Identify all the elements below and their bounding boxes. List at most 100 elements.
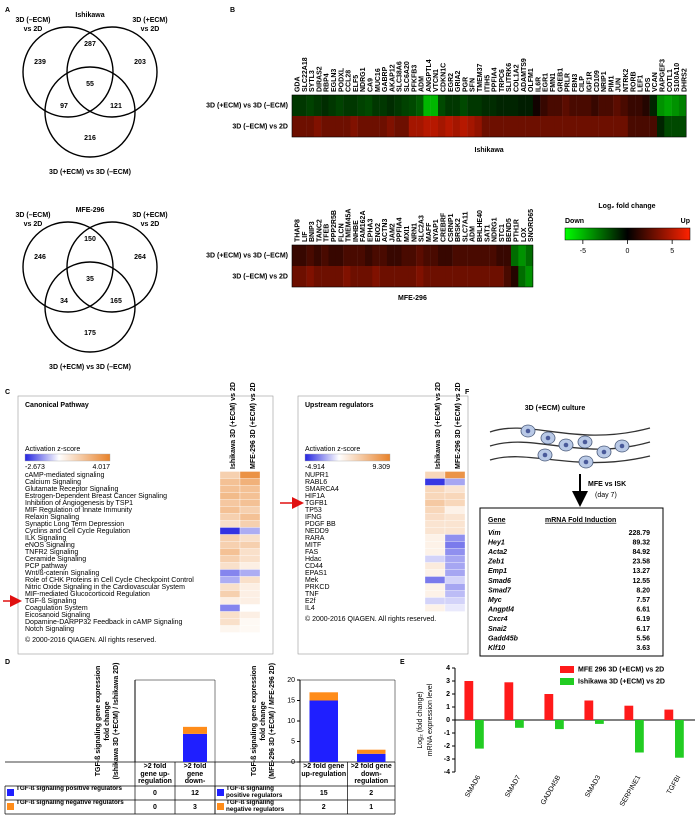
gene-label: EGR1 xyxy=(543,73,550,92)
pathway-cell xyxy=(239,555,261,563)
gene-label: SLC2A3 xyxy=(419,215,426,242)
pathway-cell xyxy=(239,611,261,619)
heatmap-frame xyxy=(291,244,534,288)
bar-segment xyxy=(357,753,386,762)
panel-letter: B xyxy=(230,7,235,14)
heatmap-cell xyxy=(489,245,497,266)
heatmap-cell xyxy=(379,95,388,116)
heatmap-cell xyxy=(503,95,512,116)
pathway-cell xyxy=(239,541,261,549)
bar xyxy=(584,700,594,720)
heatmap-cell xyxy=(401,95,409,116)
gene-label: ADM xyxy=(470,226,477,242)
y-axis-label: fold change xyxy=(260,701,267,740)
gene-name: Gadd45b xyxy=(488,635,519,642)
pathway-cell xyxy=(219,611,241,619)
heatmap-cell xyxy=(328,266,336,287)
pathway-cell xyxy=(239,520,261,528)
venn-count: 150 xyxy=(84,236,96,243)
gene-label: PFKFB3 xyxy=(411,65,418,92)
bar-segment xyxy=(357,749,386,754)
category-label: >2 fold gene down-regulation xyxy=(350,763,392,786)
heatmap-cell xyxy=(350,266,358,287)
category-label-box: >2 fold gene up-regulation xyxy=(301,763,346,778)
category-label-box: >2 fold gene down-regulation xyxy=(350,763,392,786)
gene-label: FMN1 xyxy=(550,73,557,92)
heatmap-cell xyxy=(605,116,614,137)
venn-set-label: 3D (+ECM) xyxy=(132,212,167,219)
pathway-cell xyxy=(424,534,446,542)
pathway-cell xyxy=(219,534,241,542)
fold-induction: 3.63 xyxy=(636,645,650,652)
gene-label: RAPGEF3 xyxy=(659,59,666,92)
heatmap-cell xyxy=(416,116,424,137)
pathway-cell xyxy=(219,478,241,486)
legend-label-box: TGF-ß signaling positive regulators xyxy=(226,786,282,799)
scale-title: Activation z-score xyxy=(305,446,360,453)
pathway-cell xyxy=(424,555,446,563)
heatmap-cell xyxy=(627,95,636,116)
comparison: MFE vs ISK xyxy=(588,481,626,488)
heatmap-cell xyxy=(365,95,373,116)
venn-count: 175 xyxy=(84,330,96,337)
heatmap-cell xyxy=(379,245,388,266)
heatmap-cell xyxy=(438,266,446,287)
heatmap-cell xyxy=(554,116,563,137)
gene-label: TRPC6 xyxy=(499,69,506,92)
bar-segment xyxy=(309,700,338,762)
pathway-cell xyxy=(444,506,466,514)
gene-label: ANGPTL4 xyxy=(426,59,433,92)
heatmap-cell xyxy=(357,266,366,287)
gene-label: ELF5 xyxy=(353,75,360,92)
heatmap-cell xyxy=(642,95,650,116)
pathway-item: PCP pathway xyxy=(25,563,68,570)
venn-count: 203 xyxy=(134,59,146,66)
gene-name: Klf10 xyxy=(488,645,505,652)
pathway-cell xyxy=(424,562,446,570)
heatmap-cell xyxy=(481,266,490,287)
heatmap-cell xyxy=(408,245,417,266)
heatmap-cell xyxy=(401,266,409,287)
gene-label: PGR xyxy=(462,77,469,92)
heatmap-cell xyxy=(423,266,431,287)
gene-label: LIF xyxy=(302,231,309,242)
heatmap-cell xyxy=(343,116,351,137)
heatmap-cell xyxy=(518,245,526,266)
heatmap-cell xyxy=(489,266,497,287)
venn-count: 216 xyxy=(84,135,96,142)
pathway-item: TGF-ß Signaling xyxy=(25,598,76,605)
venn-count: 165 xyxy=(110,298,122,305)
heatmap-cell xyxy=(547,116,555,137)
pathway-cell xyxy=(239,576,261,584)
pathway-item: Relaxin Signaling xyxy=(25,514,79,521)
column-header: Ishikawa 3D (+ECM) vs 2D xyxy=(230,382,237,469)
pathway-cell xyxy=(239,618,261,626)
heatmap-cell xyxy=(423,95,431,116)
bar-segment xyxy=(183,733,207,762)
pathway-item: Wnt/ß-catenin Signaling xyxy=(25,570,99,577)
gene-label: FAM162A xyxy=(360,210,367,242)
heatmap-cell xyxy=(350,116,358,137)
venn-count: 55 xyxy=(86,81,94,88)
venn-set-label: vs 2D xyxy=(24,26,43,33)
heatmap-cell xyxy=(598,95,607,116)
heatmap-cell xyxy=(430,266,439,287)
heatmap-cell xyxy=(584,116,592,137)
gene-label: RORB xyxy=(630,71,637,92)
pathway-cell xyxy=(444,485,466,493)
bar xyxy=(555,720,564,730)
heatmap-cell xyxy=(292,266,300,287)
gene-label: STC1 xyxy=(499,224,506,242)
pathway-item: Estrogen-Dependent Breast Cancer Signali… xyxy=(25,493,167,500)
pathway-item: Mek xyxy=(305,577,319,584)
category-label-box: >2 fold gene up-regulation xyxy=(138,763,172,785)
fold-induction: 8.20 xyxy=(636,587,650,594)
gene-label: CSRNP1 xyxy=(448,213,455,242)
heatmap-cell xyxy=(423,116,431,137)
y-tick-label: -2 xyxy=(444,743,450,750)
pathway-item: CD44 xyxy=(305,563,323,570)
pathway-cell xyxy=(444,534,466,542)
heatmap-cell xyxy=(540,95,548,116)
venn-set-label: 3D (+ECM) xyxy=(132,17,167,24)
pathway-cell xyxy=(219,625,241,633)
